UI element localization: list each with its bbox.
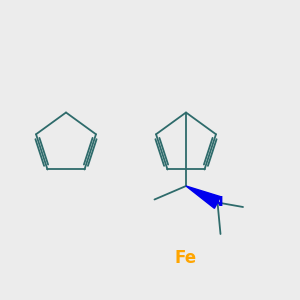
Text: Fe: Fe — [175, 249, 197, 267]
Text: N: N — [212, 196, 223, 209]
Polygon shape — [186, 186, 220, 208]
